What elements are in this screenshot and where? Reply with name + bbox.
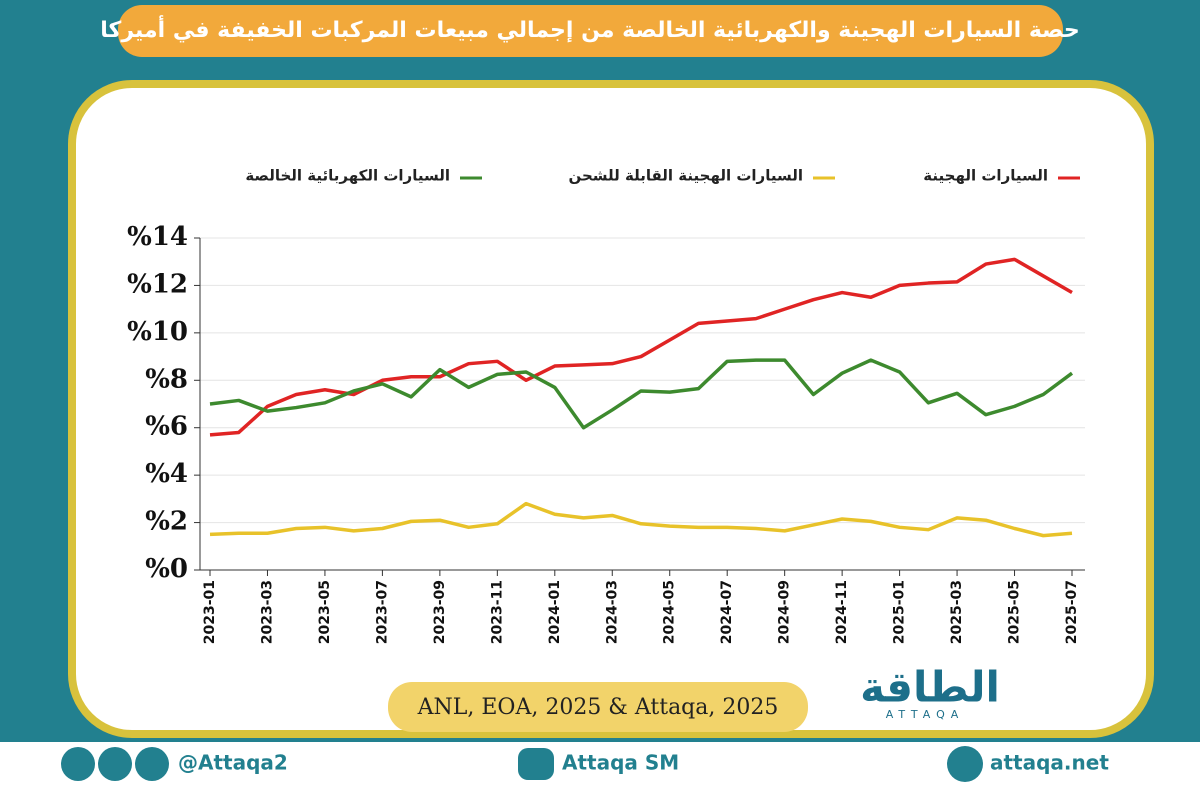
x-tick-label: 2024-07 [719, 580, 735, 644]
x-tick-label: 2024-01 [547, 580, 563, 644]
x-tick-label: 2023-07 [374, 580, 390, 644]
x-tick-label: 2023-03 [259, 580, 275, 644]
x-tick-label: 2025-07 [1064, 580, 1080, 644]
x-tick-label: 2025-01 [892, 580, 908, 644]
logo: الطاقة [860, 663, 1000, 712]
legend-label: السيارات الهجينة [923, 167, 1048, 185]
series-line [209, 501, 1073, 538]
x-tick-label: 2025-05 [1007, 580, 1023, 644]
footer-site: attaqa.net [990, 751, 1109, 775]
y-tick-label: %2 [145, 507, 188, 537]
y-tick-label: %10 [127, 317, 188, 347]
x-tick-label: 2024-09 [777, 580, 793, 644]
source: ANL, EOA, 2025 & Attaqa, 2025 [417, 695, 779, 720]
y-tick-label: %8 [145, 364, 188, 394]
icon-x [61, 747, 95, 781]
legend-label: السيارات الهجينة القابلة للشحن [568, 167, 803, 185]
y-tick-label: %14 [127, 222, 188, 252]
footer-handle: @Attaqa2 [178, 751, 288, 775]
y-tick-label: %12 [127, 269, 188, 299]
icon-youtube [518, 748, 554, 780]
x-tick-label: 2023-01 [202, 580, 218, 644]
x-tick-label: 2024-11 [834, 580, 850, 644]
legend-label: السيارات الكهربائية الخالصة [245, 167, 450, 185]
y-tick-label: %0 [145, 554, 188, 584]
icon-web [947, 746, 983, 782]
y-tick-label: %4 [145, 459, 188, 489]
source-box [388, 682, 808, 732]
title-bar [118, 5, 1063, 57]
icon-instagram [98, 747, 132, 781]
series-line [209, 257, 1073, 437]
x-tick-label: 2023-09 [432, 580, 448, 644]
y-tick-label: %6 [145, 412, 188, 442]
logo-latin: ATTAQA [886, 708, 965, 721]
series-line [209, 358, 1074, 430]
x-tick-label: 2024-05 [662, 580, 678, 644]
x-tick-label: 2024-03 [604, 580, 620, 644]
x-tick-label: 2023-11 [489, 580, 505, 644]
chart-title: حصة السيارات الهجينة والكهربائية الخالصة… [100, 14, 1079, 43]
x-tick-label: 2023-05 [317, 580, 333, 644]
icon-facebook [135, 747, 169, 781]
footer [0, 742, 1200, 800]
x-tick-label: 2025-03 [949, 580, 965, 644]
footer-youtube: Attaqa SM [562, 751, 679, 775]
